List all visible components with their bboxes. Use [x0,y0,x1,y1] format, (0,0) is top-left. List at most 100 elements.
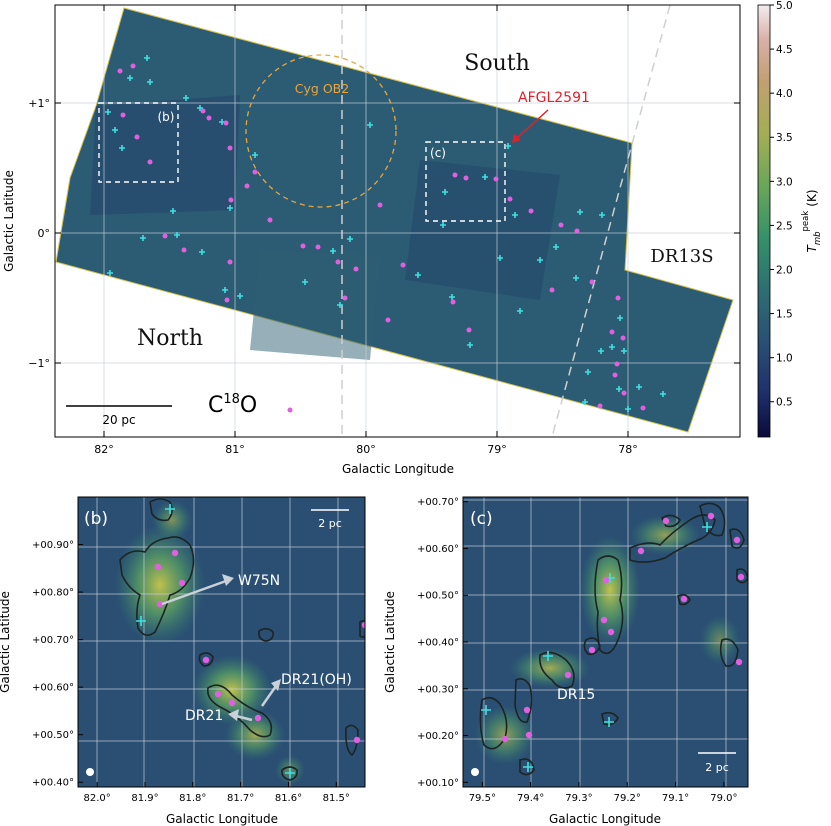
y-tick-label: +00.10° [417,778,459,789]
contour [206,684,273,738]
contour [519,758,535,776]
colorbar-tick-label: 3.5 [776,132,793,144]
zoom-box-b [98,102,179,183]
panel-c-grid [463,497,748,787]
magenta-marker [244,183,250,189]
cyan-cross-marker [582,399,588,405]
magenta-marker [602,576,610,584]
contour [601,711,619,726]
x-axis-label-c: Galactic Longitude [549,812,661,826]
magenta-marker [609,329,615,335]
cyan-cross-marker [440,222,446,228]
x-tick-label: 81.9° [131,793,158,804]
x-tick-label: 82.0° [84,793,111,804]
cyan-cross-marker [481,705,491,715]
magenta-marker [463,175,469,181]
region-label-north: North [137,326,203,351]
cyan-cross-marker [197,105,203,111]
colorbar-tick-label: 4.0 [776,88,793,100]
cyan-cross-marker [512,212,518,218]
panel-b-grid [78,497,365,787]
cyan-cross-marker [543,651,553,661]
magenta-marker [228,699,236,707]
colorbar-tick-label: 1.5 [776,309,793,321]
y-tick-label: 0° [38,227,51,240]
cyan-cross-marker [147,79,153,85]
panel-c-markers [481,512,745,772]
magenta-marker [353,266,359,272]
label-dr21: DR21 [185,708,223,724]
cyan-cross-marker [174,232,180,238]
cyan-cross-marker [517,308,523,314]
x-tick-label: 79.5° [469,793,496,804]
colorbar-tick-label: 3.0 [776,176,793,188]
magenta-marker [707,512,715,520]
scalebar-c: 2 pc [698,752,736,774]
magenta-marker [588,646,596,654]
magenta-marker [501,735,509,743]
magenta-marker [130,63,136,69]
clump-markers [105,55,666,413]
magenta-marker [549,287,555,293]
magenta-marker [227,145,233,151]
cyan-cross-marker [140,235,146,241]
label-w75n: W75N [238,573,280,589]
colorbar-tick-label: 2.5 [776,220,793,232]
magenta-marker [154,563,162,571]
panel-a-frame [54,4,741,438]
cyan-cross-marker [599,212,605,218]
contour [345,724,359,757]
y-tick-label: +1° [28,97,50,110]
cyan-cross-marker [136,616,146,626]
x-tick-label: 79.2° [614,793,641,804]
cyan-cross-marker [222,287,228,293]
cyan-cross-marker [347,236,353,242]
contour [258,627,274,642]
cyan-cross-marker [337,302,343,308]
magenta-marker [353,736,361,744]
cyan-cross-marker [237,293,243,299]
magenta-marker [528,208,534,214]
colorbar-gradient [757,4,771,438]
y-tick-label: +00.80° [32,588,74,599]
panel-b-background [78,497,365,787]
x-axis-label: Galactic Longitude [342,462,454,476]
colorbar: 5.0 4.5 4.0 3.5 3.0 2.5 2.0 1.5 1.0 0.5 Tmbpeak(K… [757,0,823,438]
cyan-cross-marker [302,279,308,285]
magenta-marker [267,217,273,223]
magenta-marker [223,120,229,126]
cyan-cross-marker [497,255,503,261]
afgl2591-label: AFGL2591 [518,90,590,106]
cyan-cross-marker [183,95,189,101]
x-tick-label: 79.3° [565,793,592,804]
x-tick-label: 81.7° [227,793,254,804]
cyan-cross-marker [144,55,150,61]
magenta-marker [589,279,595,285]
magenta-marker [156,600,164,608]
magenta-marker [315,244,321,250]
x-tick-label: 81.5° [323,793,350,804]
magenta-marker [735,658,743,666]
panel-b-markers [136,504,365,778]
magenta-marker [574,228,580,234]
cyan-cross-marker [285,768,295,778]
magenta-marker [227,259,233,265]
cyan-cross-marker [170,208,176,214]
magenta-marker [615,295,621,301]
colorbar-tick-label: 5.0 [776,0,793,12]
y-axis-label-b: Galactic Latitude [0,591,12,693]
beam-size-marker [86,768,94,776]
magenta-marker [224,297,230,303]
magenta-marker [450,299,456,305]
cyan-cross-marker [227,205,233,211]
cyan-cross-marker [112,127,118,133]
region-label-dr13s: DR13S [650,246,713,267]
x-tick-label: 79.1° [662,793,689,804]
cyan-cross-marker [165,504,175,514]
magenta-marker [162,233,168,239]
magenta-marker [612,372,618,378]
cyan-cross-marker [625,406,631,412]
contour [629,514,716,563]
magenta-marker [523,706,531,714]
magenta-marker [507,196,513,202]
